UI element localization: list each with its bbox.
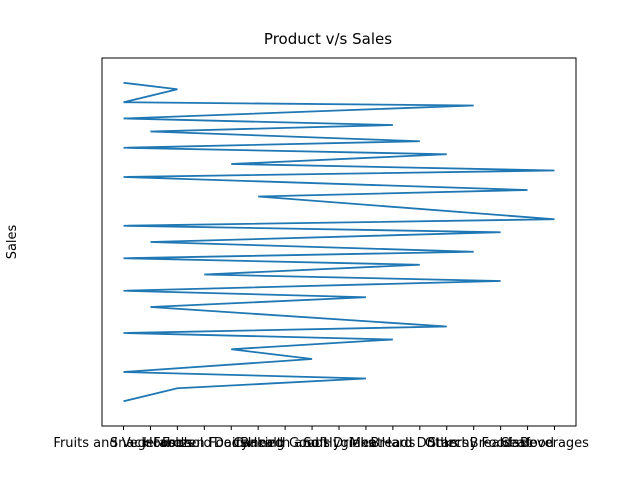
x-tick-label: Hard Drinks: [381, 436, 458, 451]
x-tick-label: Breakfast: [470, 436, 532, 451]
data-line: [123, 81, 555, 403]
x-tick-label: Seafood: [501, 436, 554, 451]
x-tick-label: Baking Goods: [240, 436, 330, 451]
x-tick-label: Beverages: [520, 436, 589, 451]
x-tick-label: Soft Drinks: [303, 436, 375, 451]
x-tick-label: Household: [143, 436, 212, 451]
x-tick-label: Canned: [233, 436, 283, 451]
x-tick-label: Starchy Foods: [428, 436, 520, 451]
x-tick-label: Others: [425, 436, 469, 451]
x-tick-label: Snack Foods: [110, 436, 191, 451]
x-tick-label: Breads: [370, 436, 415, 451]
y-axis-label: Sales: [5, 224, 20, 259]
chart-title: Product v/s Sales: [264, 30, 392, 48]
x-tick-label: Meat: [350, 436, 382, 451]
x-tick-label: Dairy: [214, 436, 249, 451]
x-tick-label: Health and Hygiene: [248, 436, 377, 451]
x-tick-label: Frozen Foods: [162, 436, 247, 451]
x-tick-label: Fruits and Vegetables: [53, 436, 193, 451]
